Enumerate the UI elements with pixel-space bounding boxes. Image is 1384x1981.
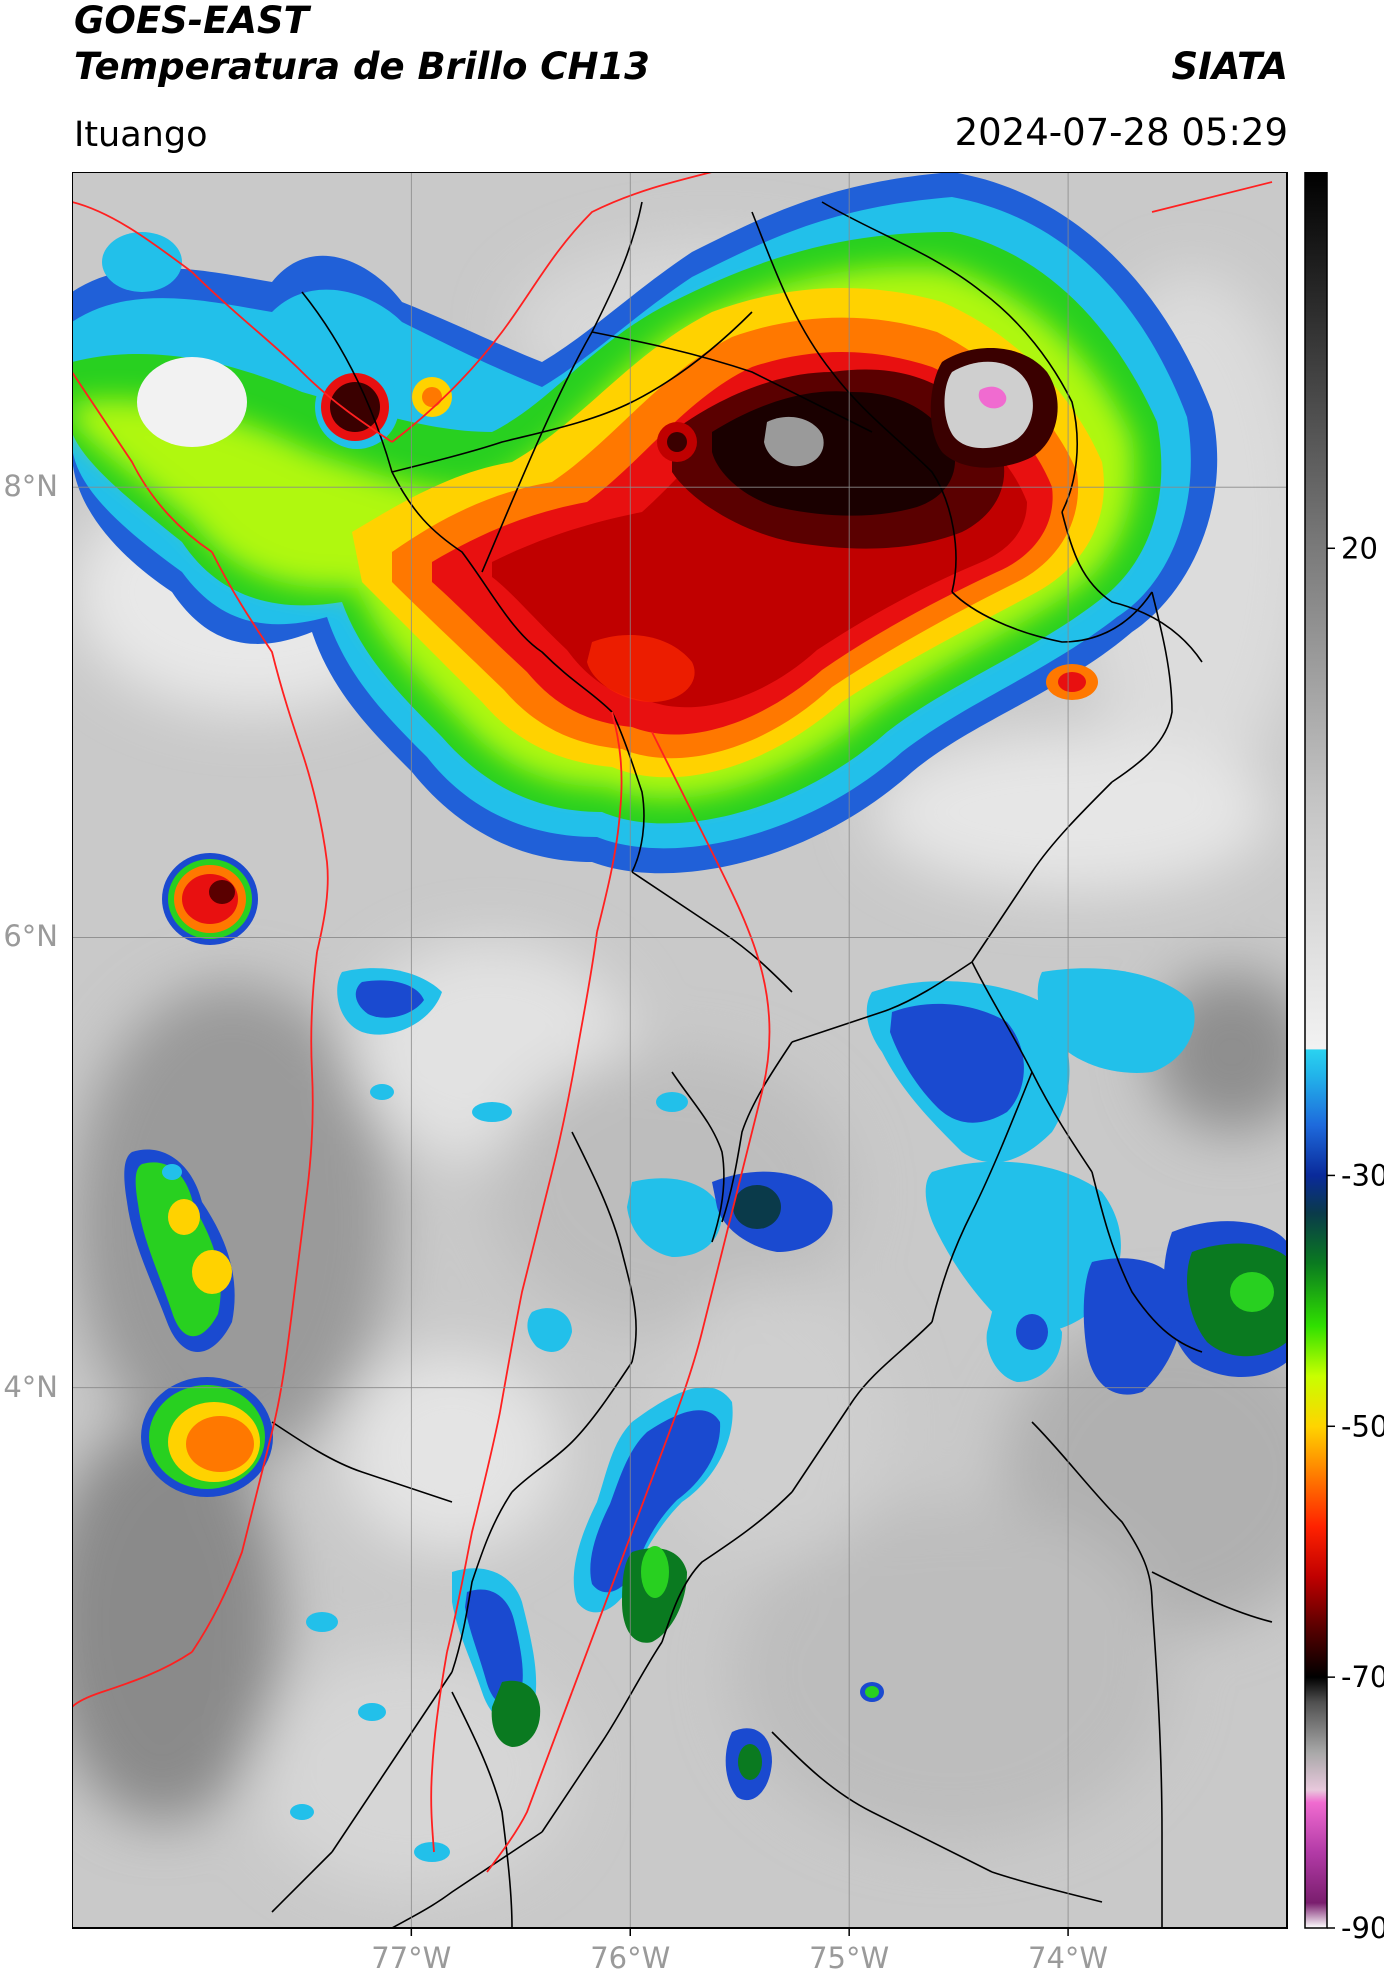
brand-label: SIATA xyxy=(1171,45,1288,88)
colorbar-tick-label: 20 xyxy=(1341,531,1378,565)
pacific-cells xyxy=(124,853,273,1497)
location-label: Ituango xyxy=(74,115,208,155)
inland-convection xyxy=(290,968,1287,1862)
title-line-1: GOES-EAST xyxy=(74,0,309,42)
colorbar-tick-label: -90 xyxy=(1341,1911,1384,1945)
colorbar-tick-label: -70 xyxy=(1341,1660,1384,1694)
timestamp-label: 2024-07-28 05:29 xyxy=(954,111,1288,154)
colorbar: 20 -30 -50 -70 -90 xyxy=(1304,172,1384,1945)
background-clouds xyxy=(72,242,1287,1892)
department-boundaries xyxy=(271,201,1273,1928)
graticule xyxy=(72,172,1287,1928)
convective-system-north xyxy=(72,172,1218,874)
colorbar-tick-label: -50 xyxy=(1341,1409,1384,1443)
colorbar-tick-label: -30 xyxy=(1341,1158,1384,1192)
lon-tick-label: 76°W xyxy=(590,1941,670,1972)
lat-tick-label: 4°N xyxy=(3,1369,58,1404)
colorbar-scale xyxy=(1305,172,1327,1928)
national-boundaries xyxy=(72,172,1273,1873)
map-figure: 77°W 76°W 75°W 74°W 20 -30 -50 -70 -90 xyxy=(72,172,1384,1972)
lon-tick-label: 75°W xyxy=(809,1941,889,1972)
lat-tick-label: 8°N xyxy=(3,469,58,504)
colorbar-ticks: 20 -30 -50 -70 -90 xyxy=(1327,531,1384,1945)
lon-tick-label: 77°W xyxy=(371,1941,451,1972)
map-panel: 77°W 76°W 75°W 74°W xyxy=(72,172,1288,1972)
lon-tick-label: 74°W xyxy=(1028,1941,1108,1972)
lat-tick-label: 6°N xyxy=(3,919,58,954)
title-line-2: Temperatura de Brillo CH13 xyxy=(74,45,650,88)
axis-labels: 77°W 76°W 75°W 74°W xyxy=(371,1928,1108,1972)
map-frame xyxy=(72,172,1288,1929)
